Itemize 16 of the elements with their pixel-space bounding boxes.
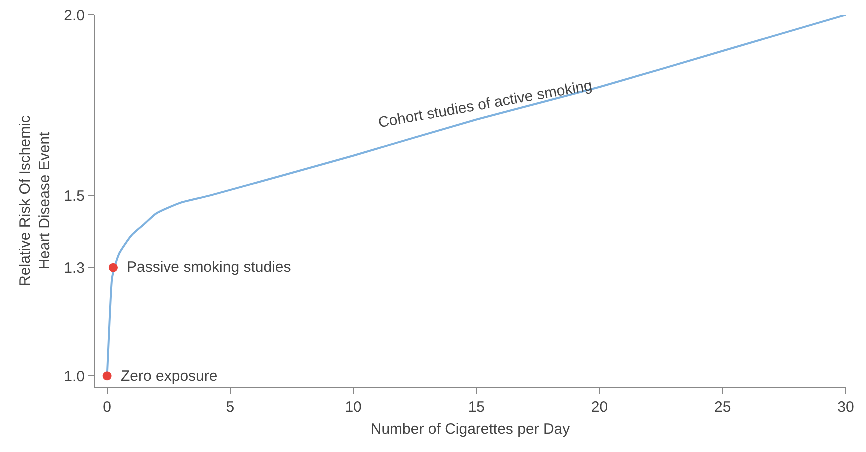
x-tick-label: 0	[103, 399, 112, 416]
x-tick-label: 10	[345, 399, 362, 416]
y-tick-label: 1.3	[64, 260, 85, 278]
annotation: Zero exposure	[121, 368, 218, 385]
x-tick-label: 5	[226, 399, 235, 416]
y-tick-label: 1.5	[64, 188, 85, 205]
x-tick-label: 15	[468, 399, 486, 416]
x-tick-label: 30	[838, 399, 854, 416]
y-tick-label: 2.0	[64, 7, 85, 24]
annotation: Passive smoking studies	[127, 259, 292, 276]
y-axis-title: Relative Risk Of Ischemic Heart Disease Event	[16, 115, 54, 286]
x-tick-label: 20	[591, 399, 608, 416]
x-tick-label: 25	[714, 399, 732, 416]
annotation: Cohort studies of active smoking	[377, 77, 594, 132]
y-tick-label: 1.0	[64, 368, 85, 386]
x-axis-title: Number of Cigarettes per Day	[370, 421, 571, 438]
